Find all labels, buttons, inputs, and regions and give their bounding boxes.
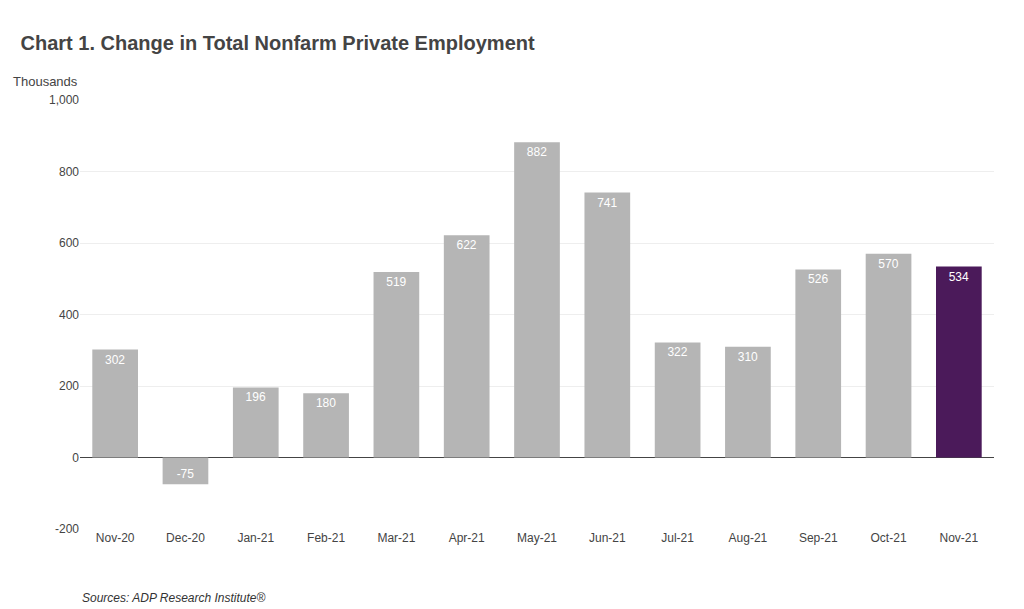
svg-text:180: 180: [316, 396, 336, 410]
svg-text:Nov-20: Nov-20: [96, 531, 135, 545]
svg-text:800: 800: [59, 165, 79, 179]
svg-text:302: 302: [105, 353, 125, 367]
svg-text:Apr-21: Apr-21: [449, 531, 485, 545]
svg-text:519: 519: [386, 275, 406, 289]
svg-text:Thousands: Thousands: [13, 74, 78, 89]
svg-text:Chart 1. Change in Total Nonfa: Chart 1. Change in Total Nonfarm Private…: [20, 32, 535, 54]
svg-text:882: 882: [527, 145, 547, 159]
svg-text:570: 570: [878, 257, 898, 271]
svg-text:Jan-21: Jan-21: [237, 531, 274, 545]
svg-text:400: 400: [59, 308, 79, 322]
svg-text:600: 600: [59, 236, 79, 250]
svg-text:741: 741: [597, 196, 617, 210]
svg-text:Jun-21: Jun-21: [589, 531, 626, 545]
svg-text:526: 526: [808, 272, 828, 286]
svg-text:Aug-21: Aug-21: [729, 531, 768, 545]
svg-text:Dec-20: Dec-20: [166, 531, 205, 545]
svg-text:Oct-21: Oct-21: [871, 531, 907, 545]
svg-text:310: 310: [738, 350, 758, 364]
svg-text:Jul-21: Jul-21: [661, 531, 694, 545]
svg-text:May-21: May-21: [517, 531, 557, 545]
svg-text:Feb-21: Feb-21: [307, 531, 345, 545]
svg-text:Sources: ADP Research Institut: Sources: ADP Research Institute®: [82, 591, 266, 605]
svg-text:Mar-21: Mar-21: [377, 531, 415, 545]
svg-text:322: 322: [667, 345, 687, 359]
svg-text:Nov-21: Nov-21: [940, 531, 979, 545]
svg-text:622: 622: [457, 238, 477, 252]
svg-text:196: 196: [246, 390, 266, 404]
svg-text:Sep-21: Sep-21: [799, 531, 838, 545]
svg-text:0: 0: [72, 451, 79, 465]
svg-text:534: 534: [949, 270, 969, 284]
svg-text:-200: -200: [55, 522, 79, 536]
svg-text:1,000: 1,000: [49, 93, 79, 107]
svg-text:-75: -75: [177, 467, 195, 481]
svg-text:200: 200: [59, 379, 79, 393]
